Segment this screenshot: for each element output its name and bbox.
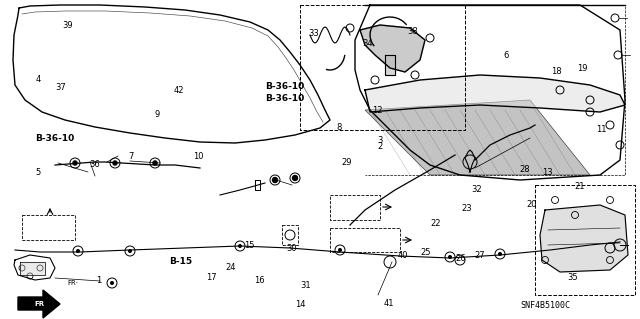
Text: 32: 32: [472, 185, 482, 194]
Text: 14: 14: [296, 300, 306, 309]
Text: 17: 17: [206, 273, 216, 282]
Text: 19: 19: [577, 64, 588, 73]
Circle shape: [292, 175, 298, 181]
Text: 27: 27: [475, 251, 485, 260]
Text: 4: 4: [36, 75, 41, 84]
Text: 3: 3: [377, 136, 382, 145]
Text: 22: 22: [430, 219, 440, 228]
Text: 1: 1: [97, 276, 102, 285]
Circle shape: [498, 252, 502, 256]
Text: SNF4B5100C: SNF4B5100C: [520, 300, 570, 309]
Text: 8: 8: [337, 123, 342, 132]
Circle shape: [113, 160, 118, 166]
Text: 15: 15: [244, 241, 255, 250]
Circle shape: [338, 248, 342, 252]
Text: 2: 2: [377, 142, 382, 151]
Text: 23: 23: [462, 204, 472, 213]
Polygon shape: [385, 55, 395, 75]
Text: 40: 40: [398, 251, 408, 260]
Text: FR·: FR·: [67, 280, 78, 286]
Text: 9: 9: [154, 110, 159, 119]
Circle shape: [152, 160, 157, 166]
Text: 34: 34: [363, 39, 373, 48]
Circle shape: [238, 244, 242, 248]
Polygon shape: [20, 262, 45, 275]
Text: 10: 10: [193, 152, 204, 161]
Circle shape: [128, 249, 132, 253]
Text: 42: 42: [174, 86, 184, 95]
Text: 18: 18: [552, 67, 562, 76]
Polygon shape: [360, 25, 425, 72]
Text: 31: 31: [301, 281, 311, 290]
Polygon shape: [18, 290, 60, 318]
Text: 16: 16: [254, 276, 264, 285]
Text: 33: 33: [308, 29, 319, 38]
Text: 30: 30: [286, 244, 296, 253]
Text: B-36-10: B-36-10: [35, 134, 74, 143]
Text: 21: 21: [574, 182, 584, 191]
Text: 29: 29: [342, 158, 352, 167]
Text: 7: 7: [129, 152, 134, 161]
Text: 25: 25: [420, 248, 431, 256]
Circle shape: [273, 177, 278, 182]
Text: 26: 26: [456, 254, 466, 263]
Text: 13: 13: [542, 168, 552, 177]
Text: 20: 20: [526, 200, 536, 209]
Text: B-15: B-15: [169, 257, 192, 266]
Circle shape: [110, 281, 114, 285]
Text: FR: FR: [34, 301, 44, 307]
Text: B-36-10: B-36-10: [265, 82, 305, 91]
Text: 39: 39: [62, 21, 72, 30]
Circle shape: [448, 255, 452, 259]
Polygon shape: [540, 205, 628, 272]
Text: 24: 24: [225, 263, 236, 272]
Text: 36: 36: [90, 160, 100, 169]
Text: B-36-10: B-36-10: [265, 94, 305, 103]
Text: 35: 35: [568, 273, 578, 282]
Circle shape: [72, 160, 77, 166]
Polygon shape: [365, 75, 625, 112]
Text: 11: 11: [596, 125, 607, 134]
Circle shape: [76, 249, 80, 253]
Text: 5: 5: [36, 168, 41, 177]
Text: 41: 41: [384, 299, 394, 308]
Text: 12: 12: [372, 106, 383, 115]
Text: 37: 37: [56, 83, 66, 92]
Polygon shape: [365, 100, 590, 175]
Text: 6: 6: [503, 51, 508, 60]
Text: 38: 38: [408, 27, 418, 36]
Text: 28: 28: [520, 165, 530, 174]
